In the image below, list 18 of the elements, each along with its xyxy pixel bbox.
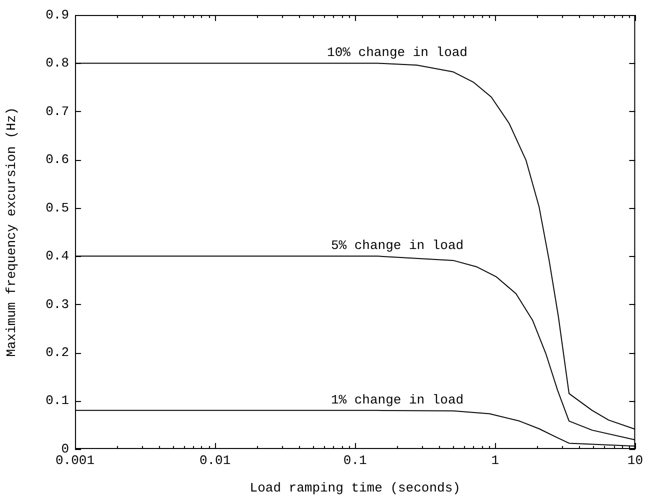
x-tick-label: 0.1 (343, 453, 367, 468)
series-label: 10% change in load (327, 45, 468, 60)
y-axis-title: Maximum frequency excursion (Hz) (4, 107, 20, 357)
x-tick-label: 10 (627, 453, 644, 468)
y-tick-label: 0.8 (46, 56, 69, 71)
y-tick-label: 0.1 (46, 393, 70, 408)
y-tick-label: 0.5 (46, 200, 69, 216)
y-tick-label: 0.7 (46, 104, 69, 119)
series-label: 1% change in load (330, 392, 464, 408)
y-tick-label: 0.4 (46, 248, 70, 264)
y-tick-label: 0.2 (46, 344, 69, 360)
series-label: 5% change in load (330, 238, 464, 254)
x-tick-label: 0.01 (199, 453, 231, 468)
y-tick-label: 0.6 (46, 152, 69, 168)
y-tick-label: 0.3 (46, 296, 69, 312)
x-tick-label: 1 (491, 453, 500, 468)
x-axis-title: Load ramping time (seconds) (250, 480, 460, 496)
y-tick-label: 0.9 (46, 7, 69, 22)
